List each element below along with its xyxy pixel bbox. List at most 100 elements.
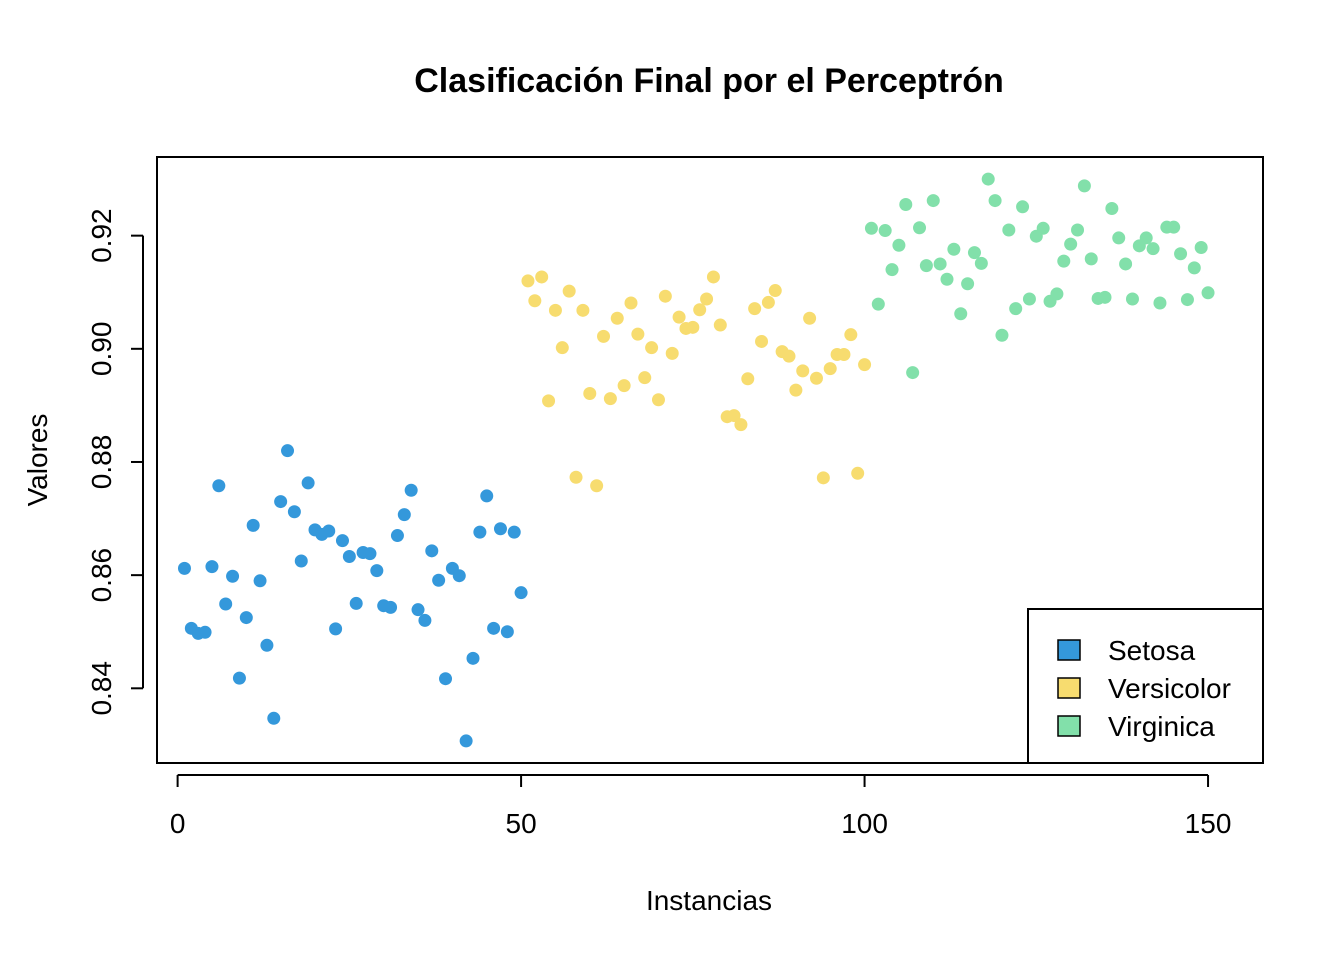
- point-virginica: [871, 297, 885, 311]
- point-setosa: [246, 518, 260, 532]
- point-setosa: [349, 596, 363, 610]
- point-versicolor: [610, 311, 624, 325]
- chart-title: Clasificación Final por el Perceptrón: [414, 62, 1004, 100]
- point-setosa: [459, 734, 473, 748]
- point-virginica: [906, 366, 920, 380]
- point-setosa: [287, 505, 301, 519]
- point-versicolor: [844, 328, 858, 342]
- point-virginica: [1022, 292, 1036, 306]
- point-setosa: [480, 489, 494, 503]
- point-setosa: [267, 711, 281, 725]
- point-versicolor: [782, 349, 796, 363]
- data-points: [177, 172, 1215, 748]
- point-setosa: [232, 671, 246, 685]
- point-virginica: [933, 257, 947, 271]
- point-setosa: [260, 638, 274, 652]
- point-setosa: [439, 672, 453, 686]
- point-versicolor: [597, 329, 611, 343]
- point-setosa: [177, 561, 191, 575]
- point-setosa: [452, 569, 466, 583]
- point-versicolor: [576, 303, 590, 317]
- point-versicolor: [638, 371, 652, 385]
- point-setosa: [212, 479, 226, 493]
- point-virginica: [1146, 242, 1160, 256]
- y-tick-label: 0.88: [86, 435, 117, 490]
- legend-swatch: [1057, 715, 1081, 737]
- point-setosa: [493, 522, 507, 536]
- point-virginica: [1057, 254, 1071, 268]
- point-setosa: [397, 508, 411, 522]
- point-virginica: [885, 263, 899, 277]
- x-tick-label: 50: [506, 808, 537, 839]
- point-versicolor: [603, 392, 617, 406]
- point-versicolor: [727, 409, 741, 423]
- y-tick-label: 0.92: [86, 208, 117, 262]
- point-setosa: [384, 600, 398, 614]
- point-setosa: [370, 564, 384, 578]
- point-setosa: [219, 597, 233, 611]
- point-versicolor: [706, 270, 720, 284]
- point-versicolor: [809, 371, 823, 385]
- y-tick-label: 0.86: [86, 548, 117, 603]
- point-virginica: [1050, 287, 1064, 301]
- point-virginica: [1180, 293, 1194, 307]
- point-setosa: [253, 574, 267, 588]
- point-virginica: [892, 238, 906, 252]
- point-virginica: [864, 221, 878, 235]
- point-virginica: [1105, 201, 1119, 215]
- point-versicolor: [665, 346, 679, 360]
- point-versicolor: [823, 362, 837, 376]
- point-virginica: [1201, 286, 1215, 300]
- point-virginica: [899, 198, 913, 212]
- point-setosa: [294, 554, 308, 568]
- y-tick-label: 0.84: [86, 661, 117, 716]
- point-versicolor: [542, 394, 556, 408]
- point-virginica: [988, 194, 1002, 208]
- plot-frame: [156, 156, 1264, 764]
- point-versicolor: [590, 479, 604, 493]
- point-setosa: [500, 625, 514, 639]
- point-versicolor: [562, 284, 576, 298]
- point-setosa: [514, 586, 528, 600]
- point-virginica: [954, 307, 968, 321]
- point-virginica: [1009, 302, 1023, 316]
- point-setosa: [363, 547, 377, 561]
- point-setosa: [329, 622, 343, 636]
- point-virginica: [1167, 220, 1181, 234]
- point-versicolor: [851, 466, 865, 480]
- point-virginica: [1125, 292, 1139, 306]
- point-virginica: [1077, 179, 1091, 193]
- point-setosa: [281, 444, 295, 458]
- point-setosa: [473, 525, 487, 539]
- legend-label: Virginica: [1108, 711, 1215, 742]
- point-versicolor: [617, 379, 631, 393]
- legend-label: Setosa: [1108, 635, 1196, 666]
- point-virginica: [961, 277, 975, 291]
- point-setosa: [239, 611, 253, 625]
- point-virginica: [1071, 223, 1085, 237]
- point-versicolor: [748, 302, 762, 316]
- point-versicolor: [672, 310, 686, 324]
- point-setosa: [432, 573, 446, 587]
- point-versicolor: [768, 284, 782, 298]
- point-setosa: [487, 621, 501, 635]
- point-versicolor: [686, 320, 700, 334]
- point-versicolor: [569, 470, 583, 484]
- point-virginica: [1119, 257, 1133, 271]
- legend-swatch: [1057, 639, 1081, 661]
- point-virginica: [926, 194, 940, 208]
- point-versicolor: [761, 295, 775, 309]
- y-tick-label: 0.90: [86, 322, 117, 377]
- point-setosa: [466, 651, 480, 665]
- point-versicolor: [631, 327, 645, 341]
- point-versicolor: [658, 289, 672, 303]
- point-versicolor: [741, 372, 755, 386]
- point-virginica: [947, 242, 961, 256]
- point-virginica: [1139, 231, 1153, 245]
- point-versicolor: [535, 270, 549, 284]
- legend: Setosa Versicolor Virginica: [1027, 608, 1264, 764]
- point-setosa: [335, 534, 349, 548]
- point-virginica: [1002, 223, 1016, 237]
- point-versicolor: [796, 364, 810, 378]
- point-virginica: [1064, 237, 1078, 251]
